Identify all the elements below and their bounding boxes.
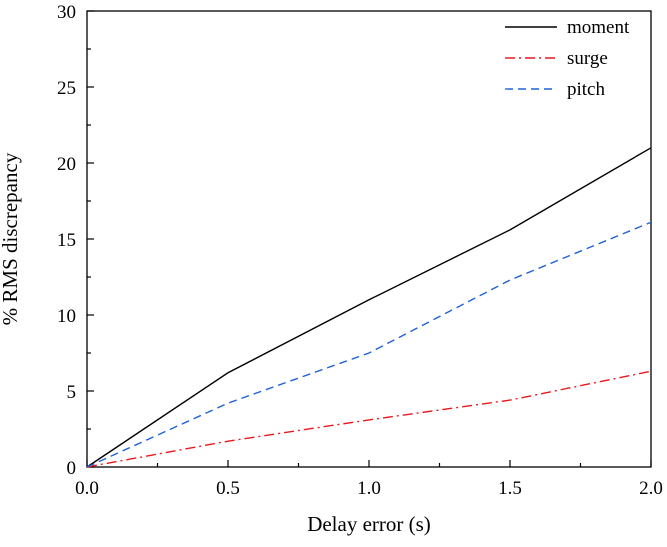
legend: moment surge pitch bbox=[505, 17, 630, 100]
x-axis-title: Delay error (s) bbox=[307, 512, 431, 536]
x-tick-label: 0.0 bbox=[75, 478, 99, 499]
y-tick-label: 15 bbox=[57, 230, 76, 251]
y-tick-label: 25 bbox=[57, 78, 76, 99]
x-axis: 0.0 0.5 1.0 1.5 2.0 bbox=[75, 460, 663, 499]
x-tick-label: 1.5 bbox=[498, 478, 522, 499]
x-tick-label: 1.0 bbox=[357, 478, 381, 499]
plot-area bbox=[86, 10, 652, 468]
legend-label-moment: moment bbox=[567, 17, 630, 38]
y-tick-label: 5 bbox=[67, 382, 77, 403]
legend-label-surge: surge bbox=[567, 48, 608, 69]
series-line-surge bbox=[86, 370, 652, 468]
series-lines bbox=[86, 147, 652, 468]
y-tick-label: 0 bbox=[67, 458, 77, 479]
y-axis-title: % RMS discrepancy bbox=[0, 152, 22, 325]
y-tick-label: 10 bbox=[57, 306, 76, 327]
legend-label-pitch: pitch bbox=[567, 79, 605, 100]
y-axis: 0 5 10 15 20 25 30 bbox=[57, 2, 94, 479]
series-line-moment bbox=[86, 147, 652, 468]
y-tick-label: 20 bbox=[57, 154, 76, 175]
y-tick-label: 30 bbox=[57, 2, 76, 23]
x-tick-label: 2.0 bbox=[639, 478, 663, 499]
x-tick-label: 0.5 bbox=[216, 478, 240, 499]
series-line-pitch bbox=[86, 221, 652, 468]
